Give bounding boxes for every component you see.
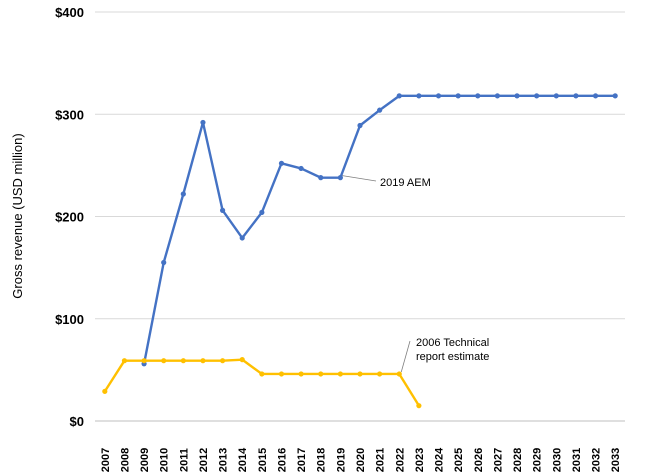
data-point <box>239 357 245 363</box>
data-point <box>180 358 186 364</box>
annotation-label: report estimate <box>416 351 489 363</box>
x-tick-label: 2012 <box>198 448 210 472</box>
x-tick-label: 2023 <box>414 448 426 472</box>
x-tick-label: 2029 <box>532 448 544 472</box>
x-tick-label: 2032 <box>591 448 603 472</box>
data-point <box>357 371 363 377</box>
data-point <box>141 358 147 364</box>
x-tick-label: 2014 <box>237 447 249 472</box>
data-point <box>121 358 128 364</box>
series-line <box>103 358 420 407</box>
data-point <box>278 371 285 377</box>
y-tick-label: $100 <box>55 312 84 327</box>
x-tick-label: 2025 <box>453 448 465 472</box>
x-tick-label: 2011 <box>178 448 190 472</box>
data-point <box>219 358 226 364</box>
y-axis-ticks: $0 $100 $200 $300 $400 <box>55 5 84 429</box>
data-point <box>455 93 461 99</box>
data-point <box>396 93 402 99</box>
x-tick-label: 2022 <box>394 448 406 472</box>
x-tick-label: 2024 <box>434 447 446 472</box>
y-tick-label: $400 <box>55 5 84 20</box>
x-tick-label: 2015 <box>257 448 269 472</box>
y-tick-label: $0 <box>70 414 84 429</box>
annotation-leader <box>400 340 411 373</box>
data-point <box>553 93 559 99</box>
x-tick-label: 2033 <box>610 448 622 472</box>
data-point <box>259 371 265 377</box>
data-point <box>298 165 304 172</box>
x-tick-label: 2009 <box>139 448 151 472</box>
data-point <box>239 235 245 241</box>
annotation-label: 2019 AEM <box>380 177 431 189</box>
x-tick-label: 2027 <box>492 448 504 472</box>
data-point <box>435 93 442 99</box>
y-tick-label: $200 <box>55 210 84 225</box>
data-point <box>318 175 324 181</box>
data-point <box>102 388 108 394</box>
data-point <box>357 122 363 129</box>
gridlines <box>95 11 625 422</box>
data-point <box>612 93 618 99</box>
data-point <box>592 93 599 99</box>
data-point <box>573 93 579 99</box>
x-axis-ticks: 2007 2008 2009 2010 2011 2012 2013 2014 2015 2016… <box>100 447 622 472</box>
x-tick-label: 2020 <box>355 448 367 472</box>
x-tick-label: 2008 <box>119 448 131 472</box>
data-point <box>298 371 304 377</box>
x-tick-label: 2017 <box>296 448 308 472</box>
y-tick-label: $300 <box>55 107 84 122</box>
annotation-label: 2006 Technical <box>416 337 489 349</box>
data-point <box>219 207 226 213</box>
data-point <box>416 93 422 99</box>
data-point <box>377 107 383 113</box>
data-point <box>396 371 402 377</box>
data-point <box>200 358 206 364</box>
data-point <box>416 403 422 409</box>
annotation-leader <box>342 175 377 182</box>
x-tick-label: 2007 <box>100 448 112 472</box>
x-tick-label: 2010 <box>159 448 171 472</box>
data-point <box>161 358 167 364</box>
x-tick-label: 2013 <box>218 448 230 472</box>
data-point <box>534 93 540 99</box>
series-layer <box>102 93 618 409</box>
annotations: 2019 AEM 2006 Technical report estimate <box>342 175 489 373</box>
data-point <box>514 93 520 99</box>
x-tick-label: 2028 <box>512 448 524 472</box>
data-point <box>259 209 265 216</box>
x-tick-label: 2031 <box>571 448 583 472</box>
data-point <box>337 175 343 181</box>
data-point <box>475 93 481 99</box>
data-point <box>161 259 167 266</box>
x-tick-label: 2026 <box>473 448 485 472</box>
data-point <box>200 119 206 126</box>
data-point <box>318 371 324 377</box>
data-point <box>278 160 285 166</box>
data-point <box>377 371 383 377</box>
data-point <box>180 191 186 197</box>
x-tick-label: 2019 <box>335 448 347 472</box>
x-tick-label: 2030 <box>551 448 563 472</box>
y-axis-label: Gross revenue (USD million) <box>10 133 25 298</box>
x-tick-label: 2018 <box>316 448 328 472</box>
series-line <box>142 94 616 364</box>
x-tick-label: 2021 <box>375 448 387 472</box>
data-point <box>337 371 343 377</box>
x-tick-label: 2016 <box>276 448 288 472</box>
data-point <box>494 93 501 99</box>
